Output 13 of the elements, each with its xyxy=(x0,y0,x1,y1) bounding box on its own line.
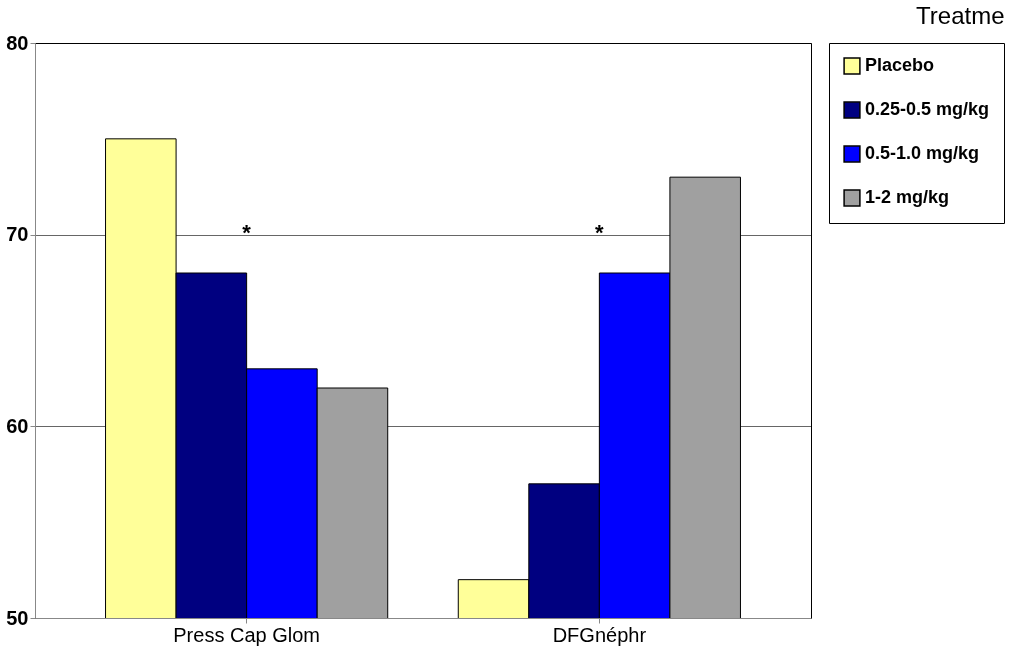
x-tick-label: DFGnéphr xyxy=(552,623,647,646)
legend-label: 0.25-0.5 mg/kg xyxy=(865,99,990,119)
y-tick-label: 50 xyxy=(6,606,29,629)
annotation: * xyxy=(242,220,252,245)
y-tick-label: 60 xyxy=(6,414,29,437)
annotation: * xyxy=(595,220,605,245)
legend-label: 1-2 mg/kg xyxy=(865,187,950,207)
y-tick-label: 80 xyxy=(6,31,29,54)
x-tick-label: Press Cap Glom xyxy=(173,623,320,646)
y-tick-label: 70 xyxy=(6,223,29,246)
legend-label: Placebo xyxy=(865,55,935,75)
legend-label: 0.5-1.0 mg/kg xyxy=(865,143,980,163)
text: Treatme xyxy=(916,2,1005,29)
